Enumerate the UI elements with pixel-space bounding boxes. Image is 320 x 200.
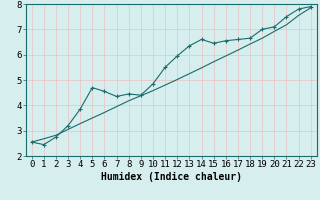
- X-axis label: Humidex (Indice chaleur): Humidex (Indice chaleur): [101, 172, 242, 182]
